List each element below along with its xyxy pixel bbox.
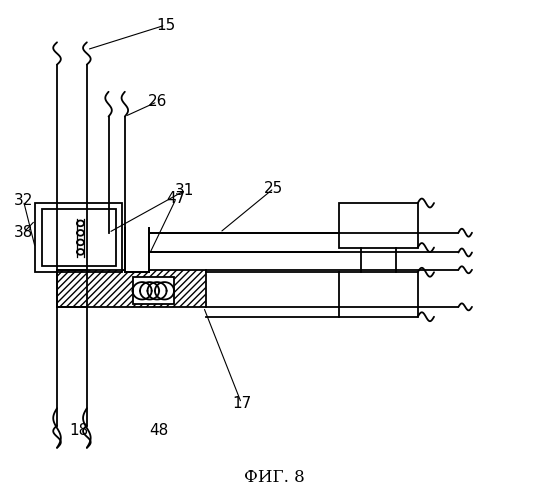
Text: ФИГ. 8: ФИГ. 8 [244, 469, 304, 486]
Text: 31: 31 [175, 183, 194, 198]
Text: 15: 15 [156, 18, 175, 32]
Text: 32: 32 [14, 193, 33, 208]
Text: 38: 38 [14, 225, 33, 240]
Text: 26: 26 [148, 94, 167, 109]
Bar [42, 209, 116, 266]
Text: 17: 17 [232, 396, 251, 411]
Bar [339, 203, 418, 248]
Bar [35, 203, 122, 272]
Bar [339, 272, 418, 317]
Bar [125, 228, 149, 272]
Text: 48: 48 [149, 423, 168, 438]
Text: 18: 18 [69, 423, 88, 438]
Text: 47: 47 [167, 190, 186, 206]
Text: 25: 25 [264, 180, 284, 196]
Bar [57, 270, 206, 307]
Bar [133, 277, 174, 304]
